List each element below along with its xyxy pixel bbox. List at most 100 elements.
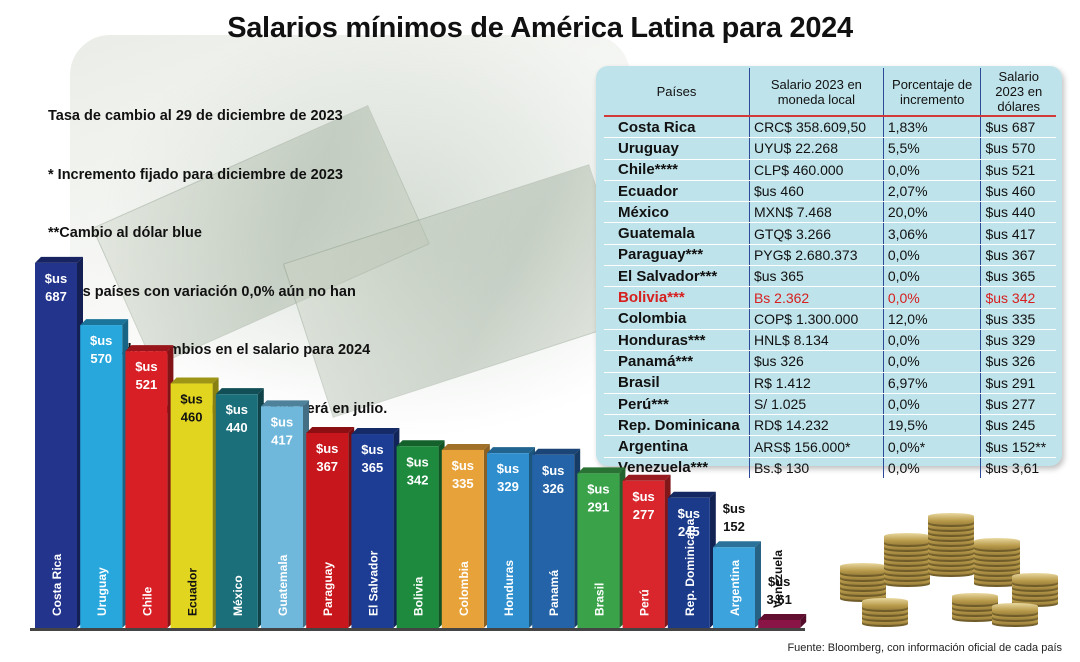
table-row: Rep. Dominicana RD$ 14.232 19,5% $us 245 <box>604 414 1056 437</box>
local-salary-cell: ARS$ 156.000* <box>748 435 884 458</box>
bar-value-label: 570 <box>90 351 112 366</box>
increase-cell: 12,0% <box>882 308 981 330</box>
country-cell: Bolivia*** <box>604 286 750 309</box>
salary-table: Países Salario 2023 en moneda local Porc… <box>604 68 1056 480</box>
coins-image <box>832 488 1064 638</box>
bar <box>215 394 258 628</box>
bar-value-label: 245 <box>678 524 700 539</box>
note-line: **Cambio al dólar blue <box>48 225 202 241</box>
bar-value-label: 367 <box>316 459 338 474</box>
usd-salary-cell: $us 291 <box>980 372 1056 394</box>
category-label: Colombia <box>457 561 471 616</box>
bar-value-label: $us <box>497 461 519 476</box>
bar-top <box>261 400 309 407</box>
bar-group <box>35 256 83 628</box>
category-label: Perú <box>638 589 652 616</box>
bar-top <box>215 388 264 395</box>
header-paises: Países <box>604 68 750 117</box>
bar-value-label: $us <box>135 359 157 374</box>
bar-value-label: 342 <box>407 472 429 487</box>
country-cell: Guatemala <box>604 222 750 245</box>
note-line: Tasa de cambio al 29 de diciembre de 202… <box>48 108 343 124</box>
usd-salary-cell: $us 570 <box>980 137 1056 160</box>
bar-top <box>758 614 807 620</box>
bar-top <box>622 474 671 481</box>
bar <box>713 547 755 628</box>
increase-cell: 6,97% <box>882 372 981 394</box>
increase-cell: 1,83% <box>882 116 981 139</box>
local-salary-cell: MXN$ 7.468 <box>748 201 884 224</box>
bar-value-label: $us <box>632 489 654 504</box>
coin-image <box>928 513 974 527</box>
bar-group <box>487 447 535 628</box>
bar-group <box>396 440 445 628</box>
table-row: Argentina ARS$ 156.000* 0,0%* $us 152** <box>604 435 1056 458</box>
table-row: Brasil R$ 1.412 6,97% $us 291 <box>604 372 1056 394</box>
usd-salary-cell: $us 367 <box>980 244 1056 267</box>
bar-top <box>35 256 83 263</box>
bar-value-label: $us <box>316 441 338 456</box>
category-label: Honduras <box>502 560 516 616</box>
country-cell: Chile**** <box>604 159 750 181</box>
bar-group <box>713 541 761 628</box>
country-cell: Uruguay <box>604 137 750 160</box>
header-salario-dolares: Salario 2023 en dólares <box>980 68 1056 117</box>
bar-top <box>306 426 355 433</box>
country-cell: Argentina <box>604 435 750 458</box>
increase-cell: 3,06% <box>882 222 981 245</box>
country-cell: Costa Rica <box>604 116 750 139</box>
bar-top <box>170 377 219 384</box>
bar-value-label: 460 <box>181 410 203 425</box>
table-row: Paraguay*** PYG$ 2.680.373 0,0% $us 367 <box>604 244 1056 267</box>
usd-salary-cell: $us 335 <box>980 308 1056 330</box>
bar-value-label: 521 <box>136 377 158 392</box>
local-salary-cell: PYG$ 2.680.373 <box>748 244 884 267</box>
local-salary-cell: S/ 1.025 <box>748 393 884 416</box>
usd-salary-cell: $us 342 <box>980 286 1056 309</box>
bar <box>441 449 484 628</box>
country-cell: México <box>604 201 750 224</box>
table-row: Colombia COP$ 1.300.000 12,0% $us 335 <box>604 308 1056 330</box>
local-salary-cell: $us 365 <box>748 265 884 288</box>
coin-image <box>1012 573 1058 587</box>
category-label: Rep. Dominicana <box>683 518 697 616</box>
bar-top <box>487 447 535 454</box>
table-row: El Salvador*** $us 365 0,0% $us 365 <box>604 265 1056 288</box>
coin-image <box>862 598 908 612</box>
local-salary-cell: $us 326 <box>748 350 884 373</box>
bar-top <box>396 440 445 447</box>
bar-value-label: $us <box>226 402 248 417</box>
usd-salary-cell: $us 521 <box>980 159 1056 181</box>
bar-group <box>261 400 309 628</box>
category-label: Bolivia <box>412 576 426 616</box>
bar <box>667 497 710 628</box>
local-salary-cell: Bs.$ 130 <box>748 457 884 480</box>
usd-salary-cell: $us 3,61 <box>980 457 1056 480</box>
table-header-row: Países Salario 2023 en moneda local Porc… <box>604 68 1056 117</box>
category-label: Costa Rica <box>50 554 64 616</box>
bar-value-label: $us <box>90 333 112 348</box>
header-porcentaje: Porcentaje de incremento <box>882 68 981 117</box>
note-line: * Incremento fijado para diciembre de 20… <box>48 166 343 183</box>
increase-cell: 0,0% <box>882 393 981 416</box>
local-salary-cell: RD$ 14.232 <box>748 414 884 437</box>
bar <box>758 620 801 628</box>
bar <box>35 262 77 628</box>
local-salary-cell: UYU$ 22.268 <box>748 137 884 160</box>
local-salary-cell: GTQ$ 3.266 <box>748 222 884 245</box>
bar-top <box>577 467 626 474</box>
usd-salary-cell: $us 329 <box>980 329 1056 352</box>
bar-value-label: $us <box>452 458 474 473</box>
bar-top <box>713 541 761 548</box>
country-cell: Paraguay*** <box>604 244 750 267</box>
bar-value-label: $us <box>361 442 383 457</box>
usd-salary-cell: $us 440 <box>980 201 1056 224</box>
bar-value-label: $us <box>271 414 293 429</box>
increase-cell: 0,0% <box>882 286 981 309</box>
category-label: Paraguay <box>321 562 335 616</box>
increase-cell: 0,0% <box>882 244 981 267</box>
bar <box>622 480 665 628</box>
source-note: Fuente: Bloomberg, con información ofici… <box>787 642 1062 654</box>
increase-cell: 2,07% <box>882 180 981 203</box>
